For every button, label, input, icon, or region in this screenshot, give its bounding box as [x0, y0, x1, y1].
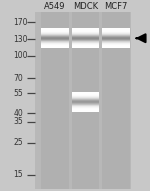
Text: 15: 15 — [13, 170, 23, 179]
Text: 70: 70 — [13, 74, 23, 83]
Text: 35: 35 — [13, 117, 23, 126]
Text: 25: 25 — [13, 138, 23, 147]
Text: 130: 130 — [13, 35, 28, 44]
Text: 100: 100 — [13, 51, 28, 60]
Text: 40: 40 — [13, 109, 23, 118]
Text: A549: A549 — [44, 2, 66, 11]
Text: 170: 170 — [13, 18, 28, 27]
Bar — [102, 12, 130, 189]
Text: 55: 55 — [13, 89, 23, 98]
Text: MDCK: MDCK — [73, 2, 98, 11]
Bar — [41, 12, 69, 189]
Bar — [72, 12, 99, 189]
Text: MCF7: MCF7 — [104, 2, 128, 11]
Bar — [35, 12, 131, 189]
